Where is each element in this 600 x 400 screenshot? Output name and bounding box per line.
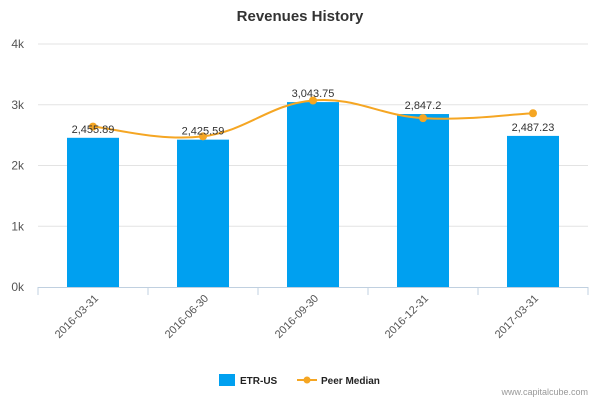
y-tick-label: 0k [11,280,25,294]
x-tick-label: 2016-09-30 [273,293,321,341]
peer-median-point [199,132,207,141]
bar-data-label: 2,425.59 [182,126,225,138]
bar-data-label: 2,487.23 [512,122,555,134]
bar [177,139,229,287]
y-tick-label: 4k [11,37,25,51]
legend-item-peer-median[interactable]: Peer Median [297,376,380,387]
x-axis-ticks: 2016-03-31 2016-06-30 2016-09-30 2016-12-31… [53,293,541,341]
y-tick-label: 1k [11,219,25,233]
data-labels: 2,455.89 2,425.59 3,043.75 2,847.2 2,487.23 [72,88,555,138]
y-tick-label: 3k [11,98,25,112]
legend-swatch-marker [303,376,311,384]
peer-median-point [309,96,317,105]
legend[interactable]: ETR-US Peer Median [219,374,380,387]
bar-data-label: 2,847.2 [405,100,442,112]
x-tick-label: 2016-12-31 [383,293,431,341]
bar [507,135,559,287]
bar-data-label: 2,455.89 [72,124,115,136]
bar [287,102,339,287]
peer-median-point [529,109,537,118]
x-tick-label: 2016-03-31 [53,293,101,341]
chart-title: Revenues History [237,8,364,25]
y-tick-label: 2k [11,159,25,173]
x-tick-label: 2016-06-30 [163,293,211,341]
legend-swatch-bar [219,374,235,386]
peer-median-series [89,96,537,141]
y-axis-ticks: 0k 1k 2k 3k 4k [11,37,25,294]
legend-label-peer-median: Peer Median [321,376,380,387]
bar [67,137,119,287]
bar-data-label: 3,043.75 [292,88,335,100]
legend-label-etr-us: ETR-US [240,376,278,387]
x-axis [37,287,589,295]
bar-series [67,102,559,288]
bar [397,114,449,288]
x-tick-label: 2017-03-31 [493,293,541,341]
peer-median-point [419,114,427,123]
source-credit: www.capitalcube.com [500,387,588,397]
peer-median-point [89,122,97,131]
legend-item-etr-us[interactable]: ETR-US [219,374,278,387]
